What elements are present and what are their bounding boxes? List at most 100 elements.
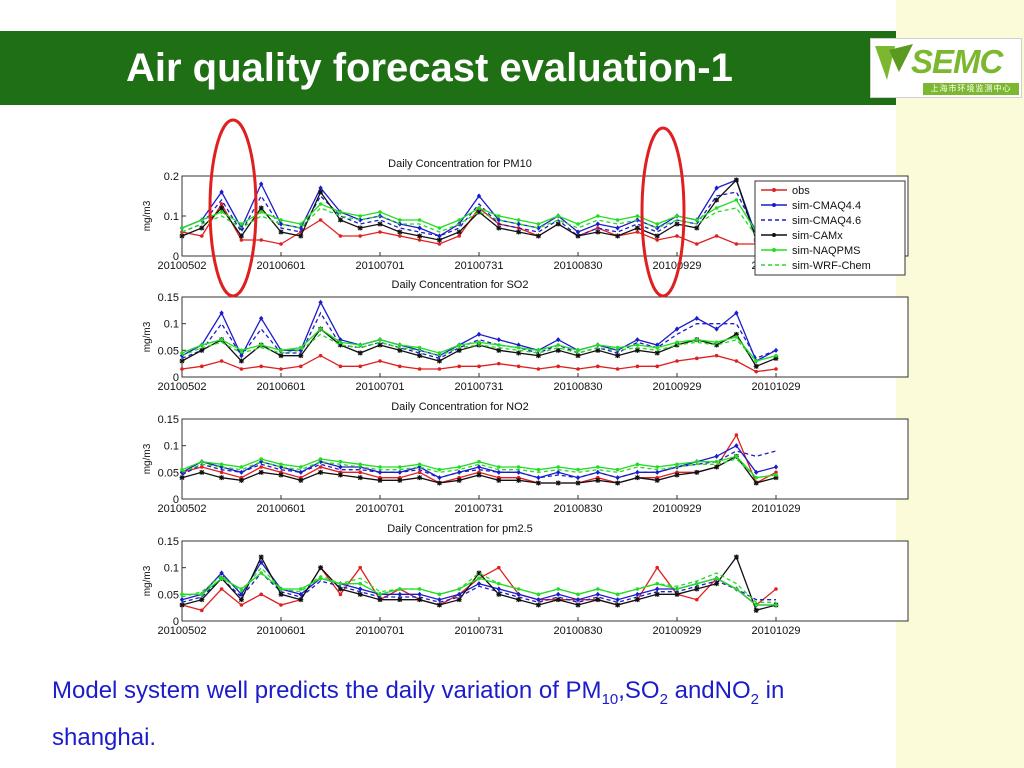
- panel2-point-obs: [734, 359, 739, 363]
- panel1-point-sim-CAMx: [654, 233, 660, 239]
- panel3-point-sim-CAMx: [753, 480, 759, 486]
- panel3-point-sim-NAQPMS: [516, 465, 521, 469]
- panel2-point-obs: [774, 367, 778, 371]
- panel4-point-sim-CMAQ4.4: [516, 591, 521, 597]
- panel3-point-sim-CAMx: [199, 469, 205, 475]
- panel4-point-sim-CAMx: [535, 602, 541, 608]
- panel2-point-obs: [318, 353, 323, 358]
- panel2-point-sim-NAQPMS: [675, 340, 679, 345]
- panel1-point-sim-CAMx: [575, 233, 581, 239]
- panel3-point-sim-CAMx: [456, 477, 462, 483]
- panel4-ytick-label: 0.1: [164, 563, 179, 575]
- panel1-point-sim-CMAQ4.4: [417, 225, 422, 231]
- panel2-point-sim-CAMx: [496, 347, 502, 353]
- panel3-point-sim-NAQPMS: [239, 465, 244, 469]
- panel2-point-sim-NAQPMS: [180, 351, 184, 355]
- panel1-point-sim-CAMx: [674, 221, 680, 227]
- panel2-point-obs: [239, 367, 244, 371]
- caption-text: Model system well predicts the daily var…: [52, 672, 882, 757]
- panel3-point-sim-NAQPMS: [437, 467, 442, 472]
- panel1-point-obs: [675, 234, 679, 238]
- panel1-point-sim-CAMx: [476, 209, 482, 215]
- panel4-point-obs: [774, 587, 778, 591]
- panel3-point-sim-NAQPMS: [200, 459, 204, 464]
- panel2-point-obs: [477, 364, 481, 369]
- panel3-point-sim-NAQPMS: [536, 467, 541, 472]
- panel2-point-obs: [259, 364, 264, 369]
- panel3-point-sim-CAMx: [397, 477, 403, 483]
- caption-part-2: ,SO: [618, 677, 660, 704]
- panel1-point-sim-NAQPMS: [576, 222, 580, 226]
- panel1-point-sim-CMAQ4.4: [595, 221, 600, 227]
- panel3-point-sim-NAQPMS: [299, 465, 303, 469]
- panel1-point-sim-NAQPMS: [457, 218, 462, 222]
- panel3-point-obs: [734, 433, 739, 437]
- panel3-xtick-label: 20100830: [554, 503, 603, 515]
- panel3-point-sim-NAQPMS: [259, 457, 264, 461]
- panel3-point-sim-CMAQ4.4: [496, 469, 501, 475]
- panel2-point-sim-CAMx: [436, 358, 442, 364]
- panel1-point-sim-NAQPMS: [299, 222, 303, 226]
- panel2-xtick-label: 20100701: [356, 381, 405, 393]
- panel2-point-obs: [596, 364, 600, 369]
- panel1-point-obs: [338, 234, 343, 238]
- panel3-point-sim-CAMx: [318, 469, 324, 475]
- panel4-point-sim-CAMx: [238, 597, 244, 603]
- panel4-point-sim-CMAQ4.4: [239, 591, 244, 597]
- panel2-point-obs: [556, 364, 560, 369]
- panel1-point-sim-NAQPMS: [200, 218, 204, 222]
- panel1-point-sim-CMAQ4.4: [496, 217, 501, 223]
- panel4-point-sim-CAMx: [456, 597, 462, 603]
- panel4-point-sim-NAQPMS: [734, 587, 739, 591]
- panel2-point-obs: [417, 367, 422, 371]
- panel4-point-sim-CAMx: [199, 597, 205, 603]
- panel1-point-sim-NAQPMS: [417, 218, 422, 222]
- panel3-point-obs: [655, 475, 659, 480]
- panel1-point-obs: [398, 234, 402, 238]
- panel2-point-sim-CMAQ4.4: [773, 347, 779, 353]
- panel4-point-sim-CAMx: [674, 591, 680, 597]
- panel1-point-sim-NAQPMS: [338, 210, 343, 214]
- panel2-point-obs: [576, 367, 580, 371]
- panel3-point-obs: [299, 475, 303, 480]
- panel3-point-sim-CMAQ4.4: [754, 469, 759, 475]
- panel1-xtick-label: 20100830: [554, 260, 603, 272]
- panel4-point-sim-CMAQ4.4: [476, 581, 482, 587]
- panel3-point-sim-NAQPMS: [417, 462, 422, 467]
- panel3-point-sim-CAMx: [634, 475, 640, 481]
- panel4-point-sim-CAMx: [575, 602, 581, 608]
- panel3-point-sim-NAQPMS: [398, 465, 402, 469]
- panel1-ytick-label: 0.2: [164, 171, 179, 183]
- panel3-point-sim-CAMx: [773, 475, 779, 481]
- panel1-point-sim-CAMx: [337, 217, 343, 223]
- panel4-point-sim-CAMx: [753, 607, 759, 613]
- panel2-point-sim-CMAQ4.4: [635, 337, 640, 343]
- panel3-point-sim-CMAQ4.4: [338, 464, 343, 470]
- panel1-legend-label: obs: [792, 185, 810, 197]
- panel2-point-obs: [635, 364, 640, 369]
- panel4-xtick-label: 20100731: [455, 625, 504, 637]
- panel1-point-sim-CMAQ4.4: [575, 229, 581, 235]
- panel3-point-sim-CAMx: [258, 469, 264, 475]
- panel4-point-sim-CMAQ4.4: [655, 586, 660, 592]
- panel1-point-sim-CMAQ4.4: [655, 225, 660, 231]
- panel1-legend-label: sim-CMAQ4.4: [792, 200, 861, 212]
- panel3-point-sim-CAMx: [694, 469, 700, 475]
- panel1-point-sim-NAQPMS: [655, 222, 659, 226]
- panel2-point-sim-CAMx: [199, 347, 205, 353]
- panel2-xtick-label: 20100830: [554, 381, 603, 393]
- panel1-xtick-label: 20100601: [257, 260, 306, 272]
- panel2-xtick-label: 20100731: [455, 381, 504, 393]
- panel4-point-sim-CAMx: [377, 597, 383, 603]
- panel4-point-sim-CMAQ4.4: [179, 597, 185, 603]
- panel1-point-sim-CAMx: [615, 233, 621, 239]
- panel1-point-sim-CAMx: [199, 225, 205, 231]
- panel1-point-obs: [279, 242, 283, 246]
- panel4-point-obs: [239, 603, 244, 607]
- panel3-point-obs: [200, 465, 204, 469]
- panel3-point-sim-NAQPMS: [754, 475, 758, 480]
- panel4-ytick-label: 0.05: [158, 589, 179, 601]
- panel1-point-sim-CAMx: [733, 177, 739, 183]
- panel3-point-sim-CMAQ4.4: [714, 453, 719, 459]
- panel1-legend-marker-obs: [772, 188, 776, 192]
